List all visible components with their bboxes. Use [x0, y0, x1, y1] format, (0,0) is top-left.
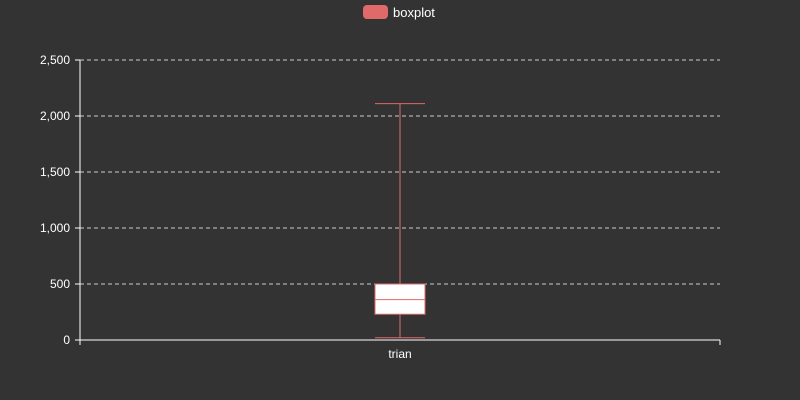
- x-tick-label: trian: [388, 347, 411, 361]
- grid-lines: [80, 59, 720, 285]
- y-tick-label: 1,500: [40, 165, 70, 179]
- box-trian[interactable]: [374, 103, 426, 339]
- y-tick-label: 500: [50, 277, 70, 291]
- y-tick-label: 2,500: [40, 53, 70, 67]
- axes: 0 500 1,000 1,500 2,000 2,500 trian: [40, 53, 721, 361]
- y-tick-label: 2,000: [40, 109, 70, 123]
- legend-item-boxplot[interactable]: boxplot: [363, 5, 435, 20]
- box-series: [374, 103, 426, 339]
- legend-swatch: [363, 5, 388, 19]
- legend-label: boxplot: [393, 5, 435, 20]
- legend[interactable]: boxplot: [363, 5, 435, 20]
- y-tick-label: 1,000: [40, 221, 70, 235]
- iqr-box: [374, 283, 426, 315]
- y-tick-label: 0: [63, 333, 70, 347]
